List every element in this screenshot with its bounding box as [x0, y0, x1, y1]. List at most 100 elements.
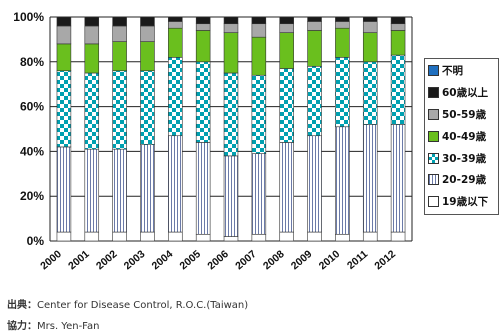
bar-segment-2001-19歳以下: [84, 231, 100, 242]
bar-segment-2003-19歳以下: [140, 231, 155, 242]
y-tick-labels: 0% 20% 40% 60% 80% 100%: [13, 10, 44, 248]
bar-segment-2010-30-39歳: [335, 57, 350, 128]
bar-segment-2006-50-59歳: [223, 23, 239, 33]
bar-segment-2004-50-59歳: [168, 21, 183, 29]
bar-segment-2002-20-29歳: [112, 148, 127, 233]
bar-segment-2008-60歳以上: [279, 16, 294, 25]
bar-segment-2007-50-59歳: [251, 23, 267, 38]
bar-segment-2011-20-29歳: [362, 124, 378, 233]
bar-segment-2012-19歳以下: [390, 231, 406, 242]
legend-item: 19歳以下: [428, 191, 495, 213]
bar-segment-2007-19歳以下: [251, 233, 267, 242]
x-tick-label: 2001: [66, 248, 92, 272]
bar-segment-2003-20-29歳: [140, 144, 155, 233]
bar-segment-2006-60歳以上: [223, 16, 239, 25]
legend-label: 20-29歳: [442, 174, 487, 187]
y-tick-label: 20%: [20, 189, 44, 203]
legend-label: 50-59歳: [442, 108, 487, 121]
bar-segment-2005-30-39歳: [195, 61, 211, 143]
source-text: Center for Disease Control, R.O.C.(Taiwa…: [37, 300, 249, 311]
bar-segment-2001-60歳以上: [84, 16, 100, 27]
legend-swatch: [428, 152, 439, 164]
bar-segment-2006-19歳以下: [223, 236, 239, 242]
bar-segment-2012-40-49歳: [390, 30, 406, 56]
bar-segment-2000-30-39歳: [56, 70, 72, 148]
bar-segment-2000-20-29歳: [56, 146, 72, 233]
bar-segment-2004-30-39歳: [168, 57, 183, 137]
x-tick-label: 2009: [289, 248, 315, 272]
source-note: 出典：Center for Disease Control, R.O.C.(Ta…: [7, 296, 248, 311]
bar-segment-2007-40-49歳: [251, 36, 267, 76]
legend-item: 50-59歳: [428, 104, 495, 126]
x-tick-label: 2012: [372, 248, 398, 272]
y-tick-label: 60%: [20, 100, 44, 114]
legend-label: 不明: [442, 65, 463, 78]
legend: 不明 60歳以上 50-59歳 40-49歳 30-39歳 20-29歳 19歳以下: [424, 58, 499, 215]
axes: [49, 17, 413, 241]
bar-segment-2003-30-39歳: [140, 70, 155, 145]
legend-item: 30-39歳: [428, 147, 495, 169]
legend-label: 19歳以下: [442, 196, 489, 209]
x-tick-label: 2008: [261, 248, 287, 272]
x-tick-label: 2006: [205, 248, 231, 272]
bar-segment-2004-20-29歳: [168, 135, 183, 233]
bar-segment-2005-20-29歳: [195, 142, 211, 235]
bar-segment-2002-30-39歳: [112, 70, 127, 150]
cooperation-label: 協力：: [7, 321, 37, 332]
bar-segment-2011-40-49歳: [362, 32, 378, 63]
bar-segment-2008-30-39歳: [279, 68, 294, 143]
bar-segment-2009-50-59歳: [307, 21, 322, 31]
bar-segment-2006-20-29歳: [223, 155, 239, 237]
bar-segment-2011-60歳以上: [362, 16, 378, 22]
legend-item: 60歳以上: [428, 82, 495, 104]
legend-label: 30-39歳: [442, 152, 487, 165]
bar-segment-2009-20-29歳: [307, 135, 322, 233]
bar-segment-2008-19歳以下: [279, 231, 294, 242]
bar-segment-2000-50-59歳: [56, 25, 72, 45]
y-tick-label: 0%: [27, 234, 45, 248]
legend-swatch: [428, 130, 439, 142]
legend-swatch: [428, 65, 439, 77]
bar-segment-2012-20-29歳: [390, 124, 406, 233]
bar-segment-2007-60歳以上: [251, 16, 267, 25]
y-tick-label: 40%: [20, 144, 44, 158]
bar-segment-2009-40-49歳: [307, 30, 322, 67]
bar-segment-2002-60歳以上: [112, 16, 127, 27]
bar-segment-2004-40-49歳: [168, 27, 183, 58]
bar-segment-2012-50-59歳: [390, 23, 406, 31]
source-label: 出典：: [7, 300, 37, 311]
bars: [56, 16, 406, 242]
x-tick-label: 2011: [345, 248, 370, 272]
x-tick-labels: 2000 2001 2002 2003 2004 2005 2006 2007 2008 2009…: [38, 248, 398, 272]
bar-segment-2002-19歳以下: [112, 231, 127, 242]
x-tick-label: 2007: [233, 248, 259, 272]
bar-segment-2011-50-59歳: [362, 21, 378, 33]
bar-segment-2004-19歳以下: [168, 231, 183, 242]
legend-label: 40-49歳: [442, 130, 487, 143]
y-tick-label: 80%: [20, 55, 44, 69]
bar-segment-2005-50-59歳: [195, 23, 211, 31]
cooperation-text: Mrs. Yen-Fan: [37, 321, 100, 332]
bar-segment-2010-19歳以下: [335, 233, 350, 242]
legend-item: 20-29歳: [428, 169, 495, 191]
bar-segment-2012-30-39歳: [390, 54, 406, 125]
x-tick-label: 2010: [317, 248, 343, 272]
x-tick-label: 2003: [122, 248, 148, 272]
bar-segment-2010-20-29歳: [335, 126, 350, 235]
bar-segment-2008-50-59歳: [279, 23, 294, 33]
y-tick-label: 100%: [13, 10, 44, 24]
bar-segment-2001-40-49歳: [84, 43, 100, 74]
bar-segment-2006-30-39歳: [223, 72, 239, 157]
bar-segment-2002-50-59歳: [112, 25, 127, 42]
bar-segment-2011-19歳以下: [362, 231, 378, 242]
legend-label: 60歳以上: [442, 87, 489, 100]
x-tick-label: 2002: [94, 248, 120, 272]
bar-segment-2009-19歳以下: [307, 231, 322, 242]
bar-segment-2005-40-49歳: [195, 30, 211, 63]
x-tick-label: 2000: [38, 248, 64, 272]
bar-segment-2004-60歳以上: [168, 16, 183, 22]
bar-segment-2012-60歳以上: [390, 16, 406, 25]
bar-segment-2000-40-49歳: [56, 43, 72, 72]
bar-segment-2003-50-59歳: [140, 25, 155, 42]
